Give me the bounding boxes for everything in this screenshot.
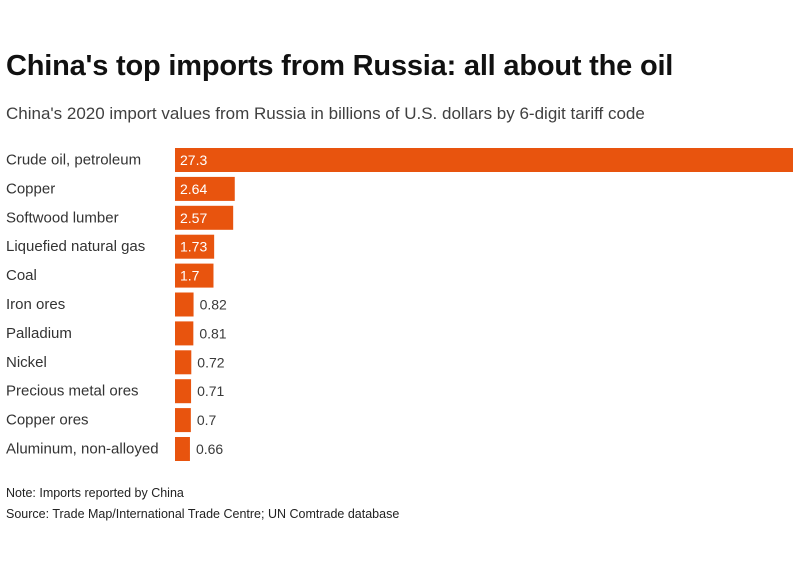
category-label: Precious metal ores	[6, 383, 139, 400]
category-label: Liquefied natural gas	[6, 238, 145, 255]
bar	[175, 148, 793, 172]
value-label: 2.64	[180, 181, 207, 197]
value-label: 0.81	[199, 325, 226, 341]
footnote: Note: Imports reported by China	[6, 486, 184, 500]
bar	[175, 205, 234, 230]
bar	[175, 263, 214, 288]
value-label: 2.57	[180, 210, 207, 226]
chart-title: China's top imports from Russia: all abo…	[6, 50, 674, 82]
category-label: Copper	[6, 180, 55, 197]
bar	[175, 234, 215, 259]
source-line: Source: Trade Map/International Trade Ce…	[6, 507, 400, 521]
value-label: 1.73	[180, 239, 207, 255]
category-label: Palladium	[6, 325, 72, 342]
bar	[175, 408, 191, 433]
category-label: Softwood lumber	[6, 209, 119, 226]
bar	[175, 176, 235, 201]
category-label: Nickel	[6, 354, 47, 371]
value-label: 27.3	[180, 152, 207, 168]
bar	[175, 379, 192, 404]
bar	[175, 321, 194, 346]
value-label: 0.82	[200, 297, 227, 313]
category-label: Crude oil, petroleum	[6, 152, 141, 169]
bar	[175, 437, 190, 461]
category-label: Copper ores	[6, 412, 89, 429]
chart-subtitle: China's 2020 import values from Russia i…	[6, 104, 645, 123]
bar	[175, 350, 192, 375]
category-label: Aluminum, non-alloyed	[6, 441, 159, 458]
bar	[175, 292, 194, 317]
value-label: 0.7	[197, 412, 217, 428]
category-label: Coal	[6, 267, 37, 284]
category-label: Iron ores	[6, 296, 65, 313]
value-label: 1.7	[180, 268, 200, 284]
value-label: 0.72	[197, 354, 224, 370]
value-label: 0.71	[197, 383, 224, 399]
bar-chart: Crude oil, petroleum 27.3 Copper 2.64 Softwo…	[6, 148, 793, 461]
value-label: 0.66	[196, 441, 223, 457]
